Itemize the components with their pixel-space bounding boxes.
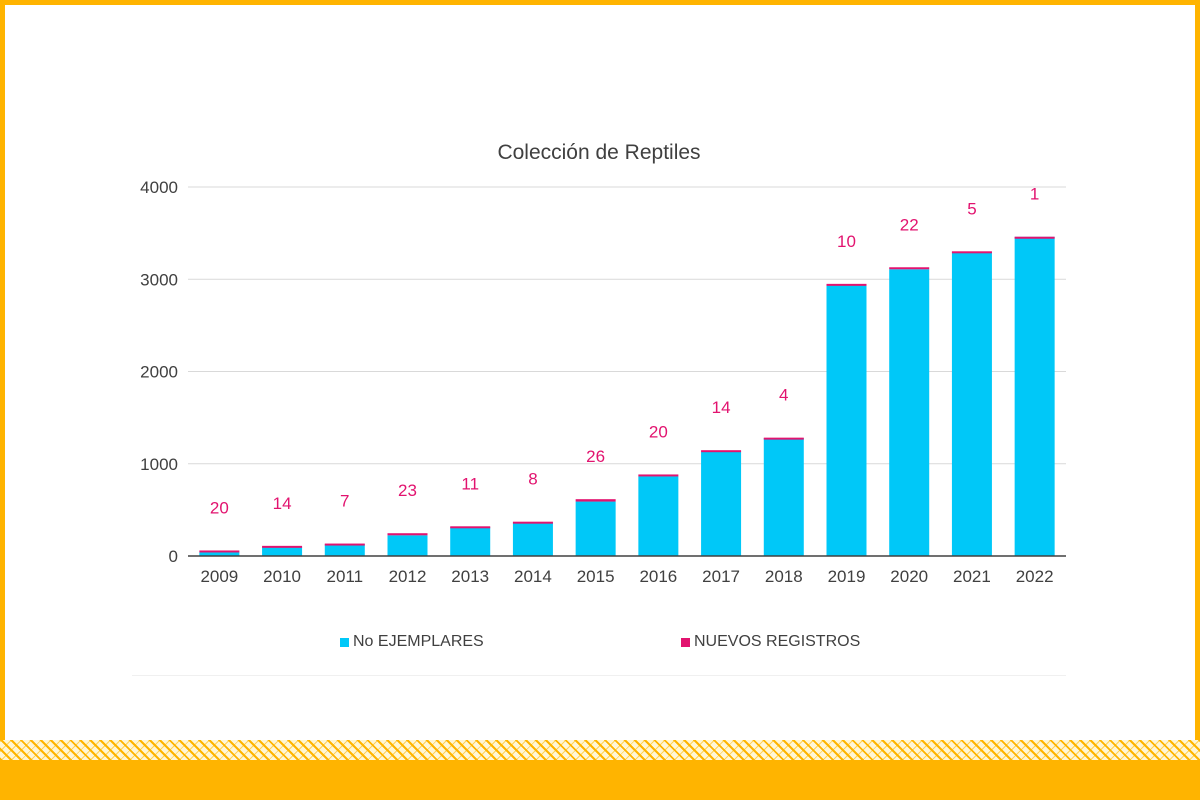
legend-swatch-ejemplares <box>340 637 349 647</box>
x-tick-label: 2019 <box>828 567 866 586</box>
chart-legend: No EJEMPLARES NUEVOS REGISTROS <box>0 633 1200 655</box>
legend-swatch-nuevos-registros <box>681 637 690 647</box>
bar-nuevos-registros <box>387 533 428 536</box>
bar-ejemplares <box>826 284 867 556</box>
y-tick-label: 0 <box>169 547 178 566</box>
x-tick-label: 2009 <box>200 567 238 586</box>
data-label: 20 <box>649 422 668 441</box>
bar-ejemplares <box>262 547 303 556</box>
x-tick-label: 2017 <box>702 567 740 586</box>
y-tick-label: 2000 <box>140 363 178 382</box>
data-label: 10 <box>837 232 856 251</box>
bar-ejemplares <box>638 476 679 556</box>
y-tick-label: 4000 <box>140 178 178 197</box>
x-tick-label: 2018 <box>765 567 803 586</box>
data-label: 14 <box>273 494 292 513</box>
bar-ejemplares <box>889 269 930 556</box>
bar-nuevos-registros <box>763 437 804 440</box>
bar-nuevos-registros <box>1014 236 1055 239</box>
bar-nuevos-registros <box>324 543 365 546</box>
bar-ejemplares <box>763 438 804 556</box>
x-tick-label: 2013 <box>451 567 489 586</box>
chart-footer-rule <box>132 675 1066 676</box>
bar-nuevos-registros <box>889 267 930 270</box>
bar-ejemplares <box>512 522 553 556</box>
data-label: 11 <box>461 474 479 493</box>
bar-ejemplares <box>387 535 428 556</box>
bar-nuevos-registros <box>262 545 303 548</box>
data-label: 1 <box>1030 185 1039 204</box>
bar-ejemplares <box>701 451 742 556</box>
bar-ejemplares <box>1014 236 1055 556</box>
bar-ejemplares <box>324 544 365 556</box>
data-label: 8 <box>528 470 537 489</box>
x-tick-label: 2010 <box>263 567 301 586</box>
data-label: 5 <box>967 199 976 218</box>
data-label: 7 <box>340 492 349 511</box>
x-tick-label: 2011 <box>327 567 364 586</box>
legend-item-nuevos-registros: NUEVOS REGISTROS <box>681 633 860 651</box>
y-tick-label: 3000 <box>140 270 178 289</box>
bar-nuevos-registros <box>951 251 992 254</box>
y-tick-label: 1000 <box>140 455 178 474</box>
legend-label-nuevos-registros: NUEVOS REGISTROS <box>694 633 861 650</box>
x-tick-label: 2012 <box>389 567 427 586</box>
bar-nuevos-registros <box>638 474 679 477</box>
bar-nuevos-registros <box>512 521 553 524</box>
chart-title: Colección de Reptiles <box>497 141 701 164</box>
bar-nuevos-registros <box>199 550 240 553</box>
bar-ejemplares <box>951 251 992 556</box>
x-tick-label: 2022 <box>1016 567 1054 586</box>
data-label: 22 <box>900 215 919 234</box>
x-tick-label: 2020 <box>890 567 928 586</box>
bar-nuevos-registros <box>575 499 616 502</box>
x-tick-label: 2014 <box>514 567 552 586</box>
legend-item-ejemplares: No EJEMPLARES <box>340 633 484 651</box>
bar-ejemplares <box>199 552 240 556</box>
bar-ejemplares <box>575 501 616 556</box>
x-tick-label: 2016 <box>639 567 677 586</box>
data-label: 14 <box>712 398 731 417</box>
data-label: 26 <box>586 447 605 466</box>
bar-ejemplares <box>450 527 491 556</box>
x-tick-label: 2021 <box>953 567 991 586</box>
bar-nuevos-registros <box>826 283 867 286</box>
decorative-stripe-band <box>0 740 1200 760</box>
x-tick-label: 2015 <box>577 567 615 586</box>
bar-nuevos-registros <box>450 526 491 529</box>
bar-nuevos-registros <box>701 450 742 453</box>
legend-label-ejemplares: No EJEMPLARES <box>353 633 484 650</box>
data-label: 4 <box>779 386 788 405</box>
bottom-color-band <box>0 760 1200 800</box>
data-label: 23 <box>398 481 417 500</box>
data-label: 20 <box>210 498 229 517</box>
